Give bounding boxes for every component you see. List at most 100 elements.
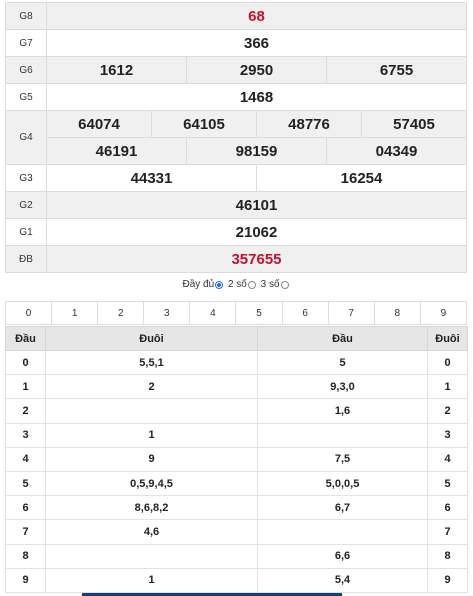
duoi-values: 2 [45, 374, 258, 400]
digit-filter-3[interactable]: 3 [143, 301, 191, 325]
row-digit-left: 2 [5, 398, 46, 424]
prize-number: 98159 [186, 137, 327, 165]
prize-number: 04349 [326, 137, 467, 165]
duoi-values [45, 543, 258, 569]
prize-row-g4: G4 64074 64105 48776 57405 [5, 110, 467, 165]
prize-number: 64074 [46, 110, 152, 138]
digit-filter-7[interactable]: 7 [327, 301, 375, 325]
duoi-values: 4,6 [45, 519, 258, 545]
prize-number: 64105 [151, 110, 257, 138]
table-row: 4 9 7,5 4 [5, 446, 468, 472]
prize-label: G6 [5, 56, 47, 84]
prize-row-g7: G7 366 [5, 29, 467, 57]
bottom-scroll-bar [82, 593, 342, 596]
row-digit-left: 3 [5, 422, 46, 448]
row-digit-left: 1 [5, 374, 46, 400]
display-options: Đầy đủ 2 số 3 số [0, 279, 473, 295]
row-digit-right: 2 [427, 398, 468, 424]
prize-number: 6755 [326, 56, 467, 84]
header-duoi-left: Đuôi [45, 326, 258, 351]
duoi-values: 5,5,1 [45, 349, 258, 376]
table-row: 0 5,5,1 5 0 [5, 349, 468, 376]
prize-row-g3: G3 44331 16254 [5, 164, 467, 192]
dau-values: 1,6 [257, 398, 428, 424]
duoi-values: 1 [45, 422, 258, 448]
radio-full[interactable] [215, 280, 224, 289]
table-row: 7 4,6 7 [5, 519, 468, 545]
digit-filter: 0 1 2 3 4 5 6 7 8 9 [4, 301, 468, 325]
header-duoi-right: Đuôi [427, 326, 468, 351]
prize-row-g1: G1 21062 [5, 218, 467, 246]
option-full[interactable]: Đầy đủ [182, 279, 225, 290]
row-digit-left: 9 [5, 567, 46, 593]
table-row: 6 8,6,8,2 6,7 6 [5, 495, 468, 521]
digit-filter-9[interactable]: 9 [419, 301, 468, 325]
prize-number: 21062 [46, 218, 467, 246]
digit-filter-0[interactable]: 0 [4, 301, 53, 325]
duoi-values: 1 [45, 567, 258, 593]
option-full-label: Đầy đủ [182, 279, 215, 290]
row-digit-left: 0 [5, 349, 46, 376]
prize-label: G5 [5, 83, 47, 111]
prize-row-db: ĐB 357655 [5, 245, 467, 273]
special-prize-number: 357655 [46, 245, 467, 273]
digit-filter-5[interactable]: 5 [235, 301, 283, 325]
row-digit-left: 7 [5, 519, 46, 545]
prize-number: 366 [46, 29, 467, 57]
results-table: G8 68 G7 366 G6 1612 2950 6755 G5 1468 G… [5, 2, 467, 273]
option-three-digit[interactable]: 3 số [261, 279, 291, 290]
row-digit-left: 6 [5, 495, 46, 521]
option-two-digit-label: 2 số [227, 279, 247, 290]
row-digit-right: 4 [427, 446, 468, 472]
row-digit-right: 1 [427, 374, 468, 400]
dau-values: 6,6 [257, 543, 428, 569]
dau-values: 5,4 [257, 567, 428, 593]
digit-filter-6[interactable]: 6 [281, 301, 329, 325]
radio-three-digit[interactable] [280, 280, 289, 289]
loto-header-row: Đầu Đuôi Đầu Đuôi [5, 326, 468, 351]
option-three-digit-label: 3 số [260, 279, 280, 290]
row-digit-right: 0 [427, 349, 468, 376]
digit-filter-8[interactable]: 8 [373, 301, 421, 325]
duoi-values [45, 398, 258, 424]
prize-number: 1612 [46, 56, 187, 84]
digit-filter-4[interactable]: 4 [189, 301, 237, 325]
prize-number: 44331 [46, 164, 257, 192]
prize-label: G1 [5, 218, 47, 246]
radio-two-digit[interactable] [247, 280, 256, 289]
prize-number: 48776 [256, 110, 362, 138]
prize-number: 68 [46, 2, 467, 30]
row-digit-right: 3 [427, 422, 468, 448]
dau-values [257, 519, 428, 545]
prize-label: G8 [5, 2, 47, 30]
row-digit-left: 4 [5, 446, 46, 472]
prize-label: G2 [5, 191, 47, 219]
prize-number: 1468 [46, 83, 467, 111]
dau-values: 6,7 [257, 495, 428, 521]
prize-number: 46101 [46, 191, 467, 219]
duoi-values: 8,6,8,2 [45, 495, 258, 521]
row-digit-left: 5 [5, 470, 46, 497]
row-digit-right: 6 [427, 495, 468, 521]
header-dau-left: Đầu [5, 326, 46, 351]
prize-label: ĐB [5, 245, 47, 273]
option-two-digit[interactable]: 2 số [228, 279, 258, 290]
prize-number: 2950 [186, 56, 327, 84]
loto-table: Đầu Đuôi Đầu Đuôi 0 5,5,1 5 0 1 2 9,3,0 1 2 1,6 2 3… [5, 326, 468, 593]
prize-number: 46191 [46, 137, 187, 165]
prize-number: 16254 [256, 164, 467, 192]
table-row: 1 2 9,3,0 1 [5, 374, 468, 400]
row-digit-right: 9 [427, 567, 468, 593]
prize-number: 57405 [361, 110, 467, 138]
prize-label: G7 [5, 29, 47, 57]
prize-row-g2: G2 46101 [5, 191, 467, 219]
table-row: 5 0,5,9,4,5 5,0,0,5 5 [5, 470, 468, 497]
digit-filter-2[interactable]: 2 [97, 301, 145, 325]
dau-values: 9,3,0 [257, 374, 428, 400]
digit-filter-1[interactable]: 1 [51, 301, 99, 325]
duoi-values: 9 [45, 446, 258, 472]
table-row: 9 1 5,4 9 [5, 567, 468, 593]
header-dau-right: Đầu [257, 326, 428, 351]
row-digit-right: 5 [427, 470, 468, 497]
table-row: 8 6,6 8 [5, 543, 468, 569]
